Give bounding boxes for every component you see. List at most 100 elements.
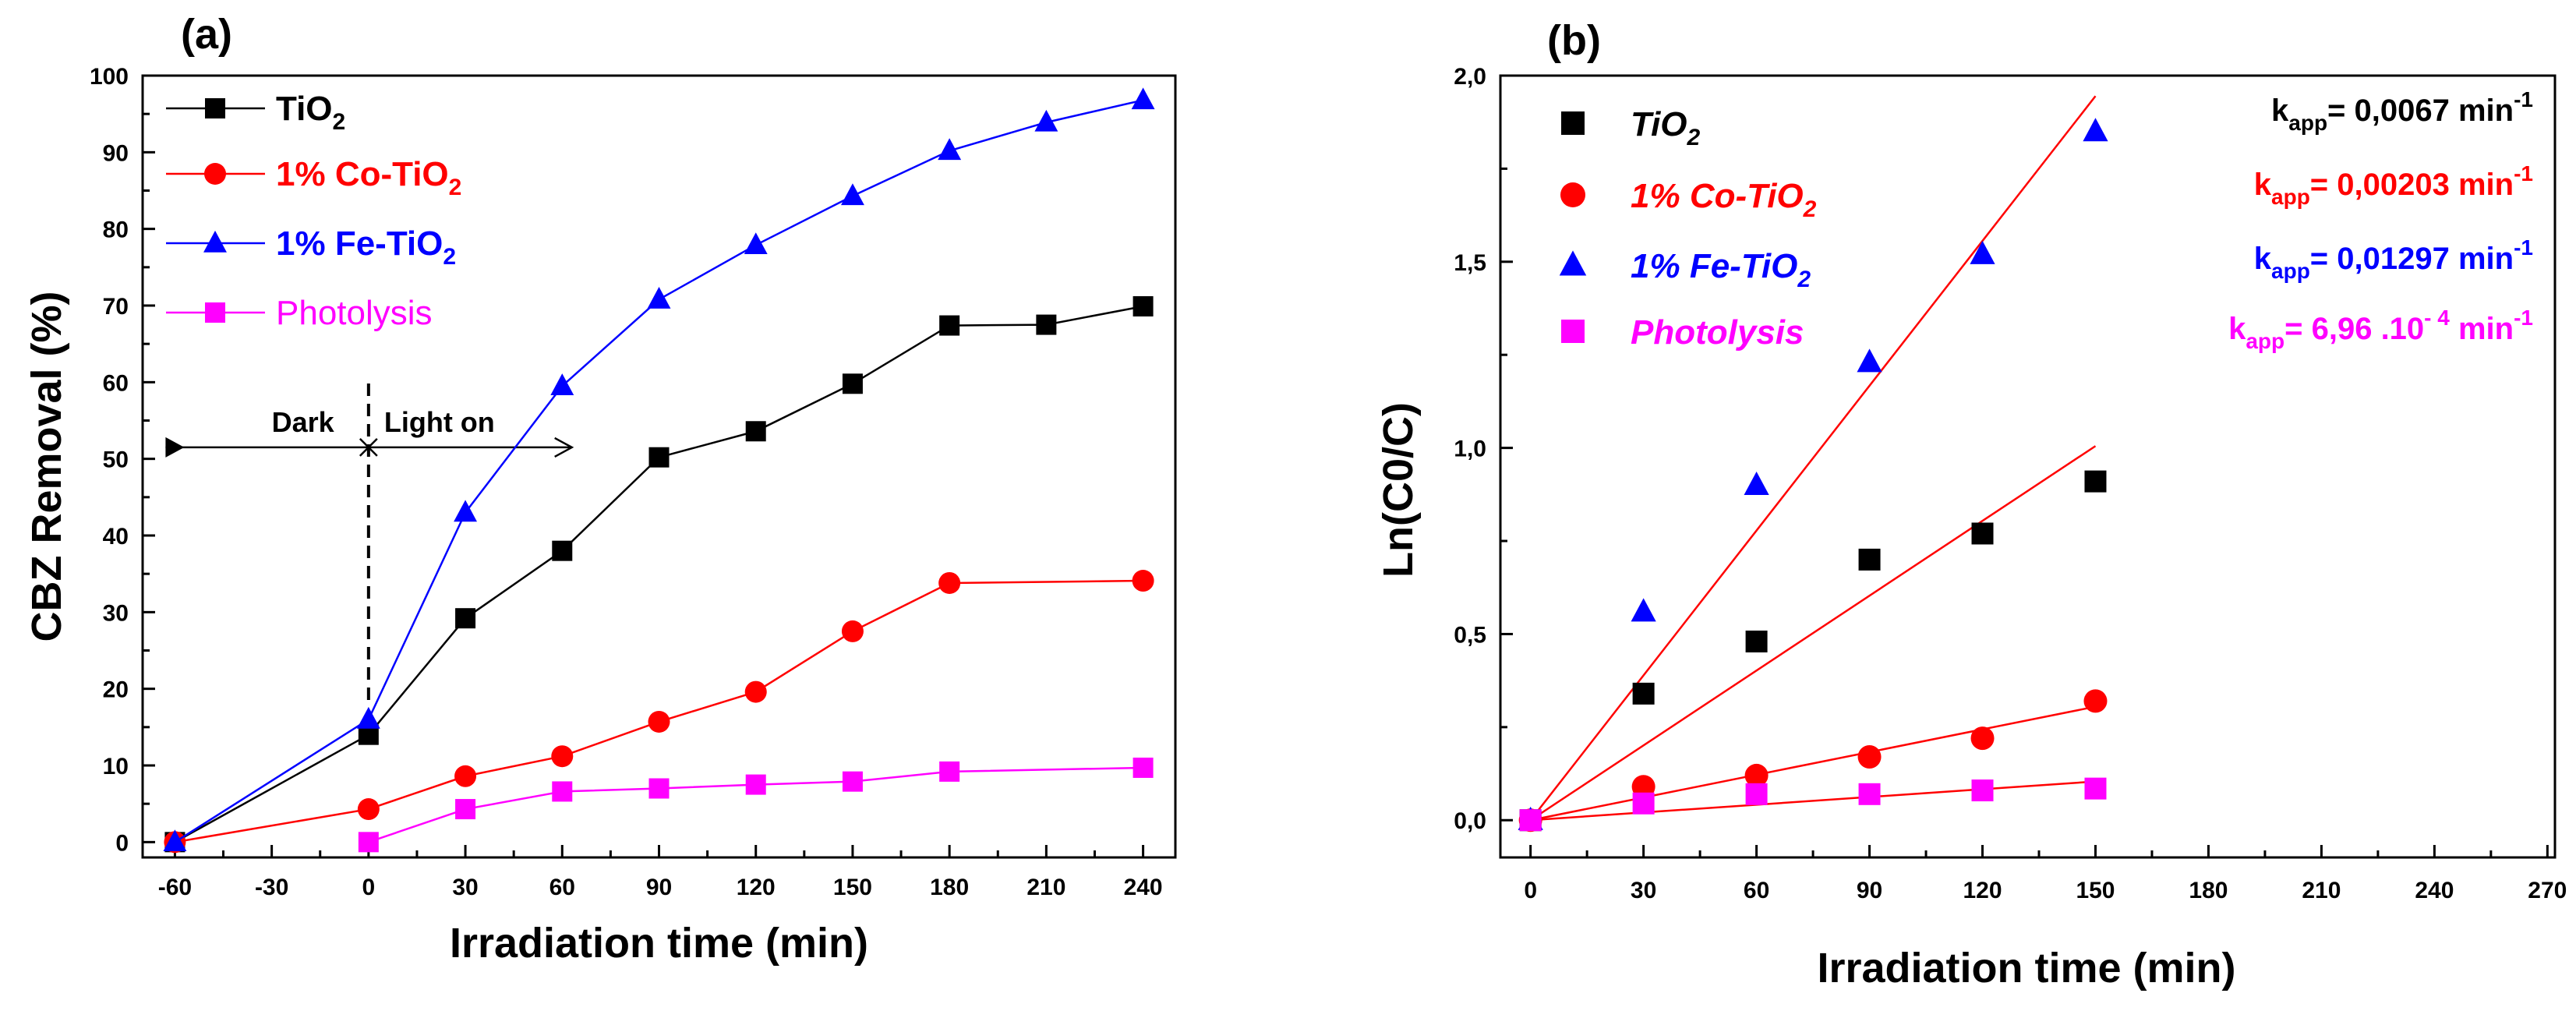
data-point	[551, 745, 574, 768]
legend-label-sub: 2	[1687, 125, 1701, 150]
x-tick-label: -60	[158, 875, 192, 900]
dark-label: Dark	[272, 406, 335, 438]
y-tick-label: 30	[103, 600, 129, 626]
data-point	[840, 183, 864, 206]
data-point	[1632, 682, 1655, 705]
data-point	[1970, 726, 1995, 751]
y-tick-label: 90	[103, 140, 129, 166]
kapp-sup: -1	[2514, 235, 2533, 260]
x-tick-label: 30	[452, 875, 478, 900]
x-tick-label: 240	[1124, 875, 1163, 900]
data-point	[1858, 548, 1881, 571]
data-point	[648, 778, 670, 799]
data-point	[842, 373, 863, 394]
kapp-label: kapp= 0,0067 min-1	[2271, 87, 2533, 135]
x-axis-title: Irradiation time (min)	[1817, 945, 2235, 991]
legend-marker	[203, 230, 227, 253]
x-tick-label: 30	[1631, 878, 1656, 903]
chart-panel-a: 0 10 20 30 40 50 60 70 80 90 100 -60 -30 0 30 60 90 120 15…	[23, 11, 1177, 967]
data-point	[455, 799, 476, 820]
y-tick-label: 1,5	[1454, 250, 1486, 276]
kapp-k: k	[2271, 94, 2289, 128]
kapp-value: = 0,00203 min	[2310, 168, 2514, 202]
data-point	[1744, 472, 1769, 495]
data-point	[1133, 757, 1154, 778]
y-tick-label: 80	[103, 217, 129, 243]
kapp-value-unit: min	[2450, 312, 2514, 346]
kapp-label: kapp= 6,96 .10- 4 min-1	[2228, 306, 2533, 353]
legend-label-sub: 2	[333, 109, 346, 135]
x-tick-label: 180	[930, 875, 969, 900]
x-tick-label: 0	[1524, 878, 1537, 903]
legend-label: 1% Co-TiO2	[276, 155, 461, 200]
y-tick-label: 0,0	[1454, 808, 1486, 834]
data-point	[2083, 118, 2108, 142]
legend-label-sub: 2	[449, 175, 462, 200]
x-tick-label: 120	[1963, 878, 2002, 903]
data-point	[1744, 763, 1769, 787]
y-tick-label: 100	[90, 64, 129, 90]
data-point	[1131, 87, 1155, 110]
x-tick-label: -30	[255, 875, 288, 900]
series-3	[358, 757, 1154, 853]
data-point	[744, 680, 767, 703]
light-arrow-head-icon	[554, 437, 574, 458]
x-tick-label: 150	[833, 875, 872, 900]
series-line	[174, 99, 1143, 843]
legend-label-main: 1% Co-TiO	[1631, 177, 1804, 215]
series-line	[368, 766, 1143, 843]
x-tick-label: 0	[362, 875, 376, 900]
kapp-sup: - 4	[2424, 306, 2450, 330]
data-point	[648, 710, 670, 733]
fit-line	[1529, 445, 2097, 822]
legend-label-main: 1% Fe-TiO	[276, 224, 443, 263]
data-point	[1519, 809, 1542, 832]
data-point	[939, 761, 960, 782]
legend-label-main: 1% Co-TiO	[276, 155, 449, 193]
data-point	[357, 798, 380, 821]
kapp-sup: -1	[2514, 87, 2533, 111]
legend-label-main: Photolysis	[1631, 313, 1804, 352]
data-point	[745, 421, 766, 442]
data-point	[648, 447, 670, 468]
data-point	[1857, 745, 1882, 769]
data-point	[938, 571, 961, 594]
series-2	[163, 87, 1155, 852]
kapp-label: kapp= 0,01297 min-1	[2254, 235, 2533, 283]
legend-marker	[1561, 320, 1585, 343]
data-point	[552, 781, 573, 802]
y-axis-title: CBZ Removal (%)	[23, 291, 70, 642]
y-tick-label: 70	[103, 294, 129, 320]
legend-label-main: 1% Fe-TiO	[1631, 247, 1797, 285]
data-point	[1631, 598, 1656, 622]
y-tick-label: 10	[103, 754, 129, 779]
series-0	[1519, 470, 2107, 832]
data-point	[841, 620, 864, 642]
data-point	[744, 232, 768, 255]
data-point	[842, 771, 863, 792]
kapp-sub: app	[2271, 259, 2310, 283]
legend-label-main: Photolysis	[276, 294, 433, 332]
y-tick-label: 2,0	[1454, 64, 1486, 90]
data-point	[1970, 240, 1995, 264]
data-point	[552, 540, 573, 561]
light-on-label: Light on	[384, 406, 495, 438]
legend-label-main: TiO	[276, 90, 333, 128]
kapp-value: = 6,96 .10	[2284, 312, 2424, 346]
kapp-sub: app	[2288, 111, 2327, 135]
chart-panel-b: 0,0 0,5 1,0 1,5 2,0 0 30 60 90 120 150 180 210 240 270…	[1375, 17, 2567, 991]
data-point	[745, 774, 766, 795]
x-axis-title: Irradiation time (min)	[450, 920, 868, 967]
y-tick-label: 50	[103, 447, 129, 473]
fit-line	[1530, 705, 2096, 822]
legend-label: Photolysis	[1631, 313, 1804, 352]
legend-label: 1% Fe-TiO2	[276, 224, 456, 270]
y-tick-label: 0	[115, 830, 129, 856]
x-tick-label: 210	[2302, 878, 2341, 903]
data-point	[1632, 792, 1655, 815]
legend-label-main: TiO	[1631, 105, 1687, 143]
dark-arrow-start-icon	[165, 437, 185, 458]
kapp-label: kapp= 0,00203 min-1	[2254, 161, 2533, 209]
legend-label: 1% Fe-TiO2	[1631, 247, 1811, 292]
